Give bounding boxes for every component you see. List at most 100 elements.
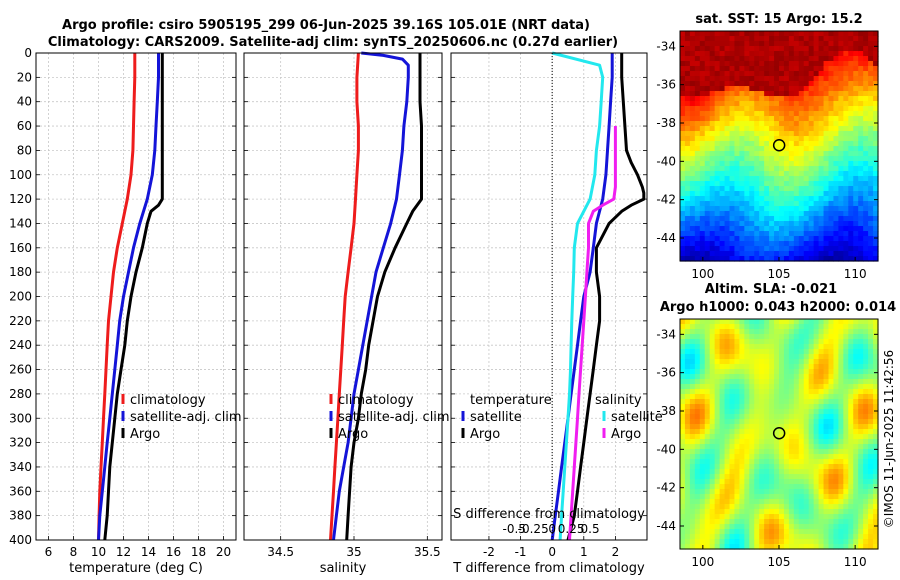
heatmap-cell (853, 251, 859, 257)
heatmap-cell (863, 329, 869, 335)
y-tick-label: -34 (656, 39, 676, 53)
heatmap-cell (779, 319, 785, 325)
y-tick-label: -40 (656, 442, 676, 456)
heatmap-cell (729, 66, 736, 72)
heatmap-cell (704, 126, 711, 132)
heatmap-cell (868, 211, 874, 217)
heatmap-cell (779, 414, 785, 420)
heatmap-cell (868, 349, 874, 355)
heatmap-cell (873, 319, 879, 325)
heatmap-cell (754, 61, 760, 67)
heatmap-cell (873, 201, 879, 207)
heatmap-cell (788, 191, 795, 197)
heatmap-cell (858, 319, 864, 325)
axes-frame (450, 52, 648, 541)
heatmap-cell (729, 374, 736, 380)
heatmap-cell (783, 106, 790, 112)
heatmap-cell (694, 236, 701, 242)
heatmap-cell (843, 324, 849, 330)
heatmap-cell (769, 459, 775, 465)
heatmap-cell (680, 374, 686, 380)
heatmap-cell (684, 404, 691, 410)
heatmap-cell (694, 414, 701, 420)
heatmap-cell (739, 364, 745, 370)
heatmap-cell (684, 61, 691, 67)
heatmap-cell (779, 474, 785, 480)
heatmap-cell (769, 171, 775, 177)
heatmap-cell (808, 519, 815, 525)
heatmap-cell (759, 539, 765, 545)
heatmap-cell (793, 469, 800, 475)
heatmap-cell (808, 319, 815, 325)
heatmap-cell (798, 429, 805, 435)
heatmap-cell (813, 444, 820, 450)
heatmap-cell (868, 96, 874, 102)
heatmap-cell (739, 121, 745, 127)
heatmap-cell (833, 216, 839, 222)
heatmap-cell (808, 544, 815, 550)
heatmap-cell (764, 191, 770, 197)
heatmap-cell (848, 106, 854, 112)
heatmap-cell (719, 51, 726, 57)
legend-entry: Argo (611, 427, 641, 442)
heatmap-cell (734, 171, 740, 177)
heatmap-cell (724, 166, 731, 172)
heatmap-cell (808, 389, 815, 395)
heatmap-cell (709, 221, 716, 227)
heatmap-cell (848, 121, 854, 127)
heatmap-cell (749, 539, 755, 545)
heatmap-cell (873, 389, 879, 395)
heatmap-cell (699, 364, 706, 370)
heatmap-cell (863, 389, 869, 395)
heatmap-cell (680, 469, 686, 475)
heatmap-cell (858, 246, 864, 252)
heatmap-cell (714, 454, 721, 460)
heatmap-cell (709, 414, 716, 420)
heatmap-cell (818, 484, 825, 490)
heatmap-cell (739, 81, 745, 87)
heatmap-cell (684, 379, 691, 385)
heatmap-cell (779, 101, 785, 107)
heatmap-cell (709, 409, 716, 415)
heatmap-cell (838, 246, 844, 252)
heatmap-cell (858, 256, 864, 262)
heatmap-cell (734, 86, 740, 92)
heatmap-cell (759, 166, 765, 172)
heatmap-cell (764, 166, 770, 172)
heatmap-cell (838, 171, 844, 177)
heatmap-cell (774, 146, 780, 152)
heatmap-cell (744, 424, 750, 430)
heatmap-cell (793, 86, 800, 92)
heatmap-cell (853, 196, 859, 202)
heatmap-cell (749, 529, 755, 535)
heatmap-cell (709, 424, 716, 430)
heatmap-cell (808, 404, 815, 410)
heatmap-cell (709, 439, 716, 445)
heatmap-cell (838, 489, 844, 495)
heatmap-cell (873, 256, 879, 262)
heatmap-cell (774, 66, 780, 72)
heatmap-cell (793, 454, 800, 460)
heatmap-cell (739, 449, 745, 455)
heatmap-cell (863, 46, 869, 52)
heatmap-cell (680, 251, 686, 257)
heatmap-cell (788, 181, 795, 187)
heatmap-cell (783, 434, 790, 440)
heatmap-cell (764, 216, 770, 222)
heatmap-cell (774, 111, 780, 117)
heatmap-cell (828, 186, 835, 192)
heatmap-cell (863, 181, 869, 187)
heatmap-cell (779, 46, 785, 52)
heatmap-cell (754, 206, 760, 212)
heatmap-cell (680, 161, 686, 167)
heatmap-cell (798, 151, 805, 157)
heatmap-cell (858, 101, 864, 107)
heatmap-cell (833, 379, 839, 385)
heatmap-cell (764, 374, 770, 380)
heatmap-cell (853, 474, 859, 480)
heatmap-cell (818, 439, 825, 445)
heatmap-cell (729, 96, 736, 102)
heatmap-cell (868, 201, 874, 207)
heatmap-cell (803, 231, 810, 237)
heatmap-cell (868, 409, 874, 415)
